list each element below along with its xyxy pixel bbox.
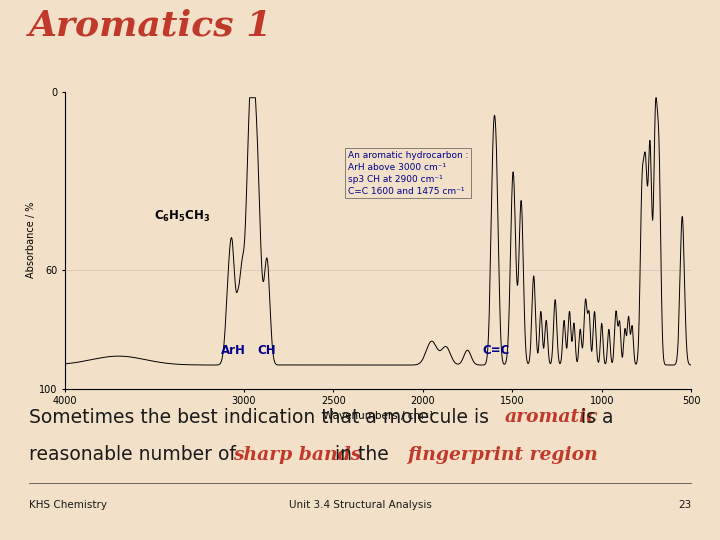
Text: An aromatic hydrocarbon :
ArH above 3000 cm⁻¹
sp3 CH at 2900 cm⁻¹
C=C 1600 and 1: An aromatic hydrocarbon : ArH above 3000…	[348, 151, 468, 195]
Text: ArH: ArH	[220, 343, 246, 357]
Text: reasonable number of: reasonable number of	[29, 446, 242, 464]
Text: 23: 23	[678, 500, 691, 510]
Text: C=C: C=C	[482, 343, 510, 357]
Text: CH: CH	[258, 343, 276, 357]
X-axis label: Wavenumbers / cm⁻¹: Wavenumbers / cm⁻¹	[323, 410, 433, 421]
Text: KHS Chemistry: KHS Chemistry	[29, 500, 107, 510]
Text: fingerprint region: fingerprint region	[408, 446, 598, 463]
Text: $\mathbf{C_6H_5CH_3}$: $\mathbf{C_6H_5CH_3}$	[154, 209, 211, 224]
Text: is a: is a	[575, 408, 613, 427]
Text: Sometimes the best indication that a molecule is: Sometimes the best indication that a mol…	[29, 408, 495, 427]
Y-axis label: Absorbance / %: Absorbance / %	[26, 202, 36, 279]
Text: in the: in the	[330, 446, 395, 464]
Text: aromatic: aromatic	[505, 408, 599, 426]
Text: Aromatics 1: Aromatics 1	[29, 8, 272, 42]
Text: Unit 3.4 Structural Analysis: Unit 3.4 Structural Analysis	[289, 500, 431, 510]
Text: sharp bands: sharp bands	[233, 446, 361, 463]
